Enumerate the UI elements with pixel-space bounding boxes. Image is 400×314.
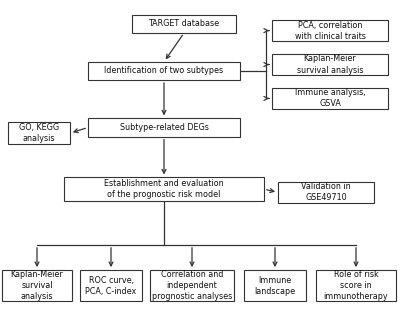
FancyBboxPatch shape — [272, 88, 388, 109]
FancyBboxPatch shape — [272, 54, 388, 75]
FancyBboxPatch shape — [132, 15, 236, 33]
FancyBboxPatch shape — [244, 270, 306, 301]
Text: Identification of two subtypes: Identification of two subtypes — [104, 67, 224, 75]
FancyBboxPatch shape — [2, 270, 72, 301]
Text: Kaplan-Meier
survival
analysis: Kaplan-Meier survival analysis — [11, 270, 63, 301]
Text: PCA, correlation
with clinical traits: PCA, correlation with clinical traits — [294, 20, 366, 41]
Text: Correlation and
independent
prognostic analyses: Correlation and independent prognostic a… — [152, 270, 232, 301]
FancyBboxPatch shape — [88, 62, 240, 80]
FancyBboxPatch shape — [278, 182, 374, 203]
FancyBboxPatch shape — [8, 122, 70, 144]
FancyBboxPatch shape — [80, 270, 142, 301]
Text: ROC curve,
PCA, C-index: ROC curve, PCA, C-index — [85, 276, 137, 296]
Text: Immune analysis,
GSVA: Immune analysis, GSVA — [295, 88, 365, 109]
Text: Establishment and evaluation
of the prognostic risk model: Establishment and evaluation of the prog… — [104, 179, 224, 199]
FancyBboxPatch shape — [272, 20, 388, 41]
Text: Role of risk
score in
immunotherapy: Role of risk score in immunotherapy — [324, 270, 388, 301]
FancyBboxPatch shape — [316, 270, 396, 301]
Text: GO, KEGG
analysis: GO, KEGG analysis — [19, 123, 59, 143]
Text: Validation in
GSE49710: Validation in GSE49710 — [301, 182, 351, 203]
Text: Kaplan-Meier
survival analysis: Kaplan-Meier survival analysis — [297, 54, 363, 75]
FancyBboxPatch shape — [64, 177, 264, 201]
Text: Immune
landscape: Immune landscape — [254, 276, 296, 296]
FancyBboxPatch shape — [150, 270, 234, 301]
FancyBboxPatch shape — [88, 118, 240, 137]
Text: Subtype-related DEGs: Subtype-related DEGs — [120, 123, 208, 132]
Text: TARGET database: TARGET database — [148, 19, 220, 28]
